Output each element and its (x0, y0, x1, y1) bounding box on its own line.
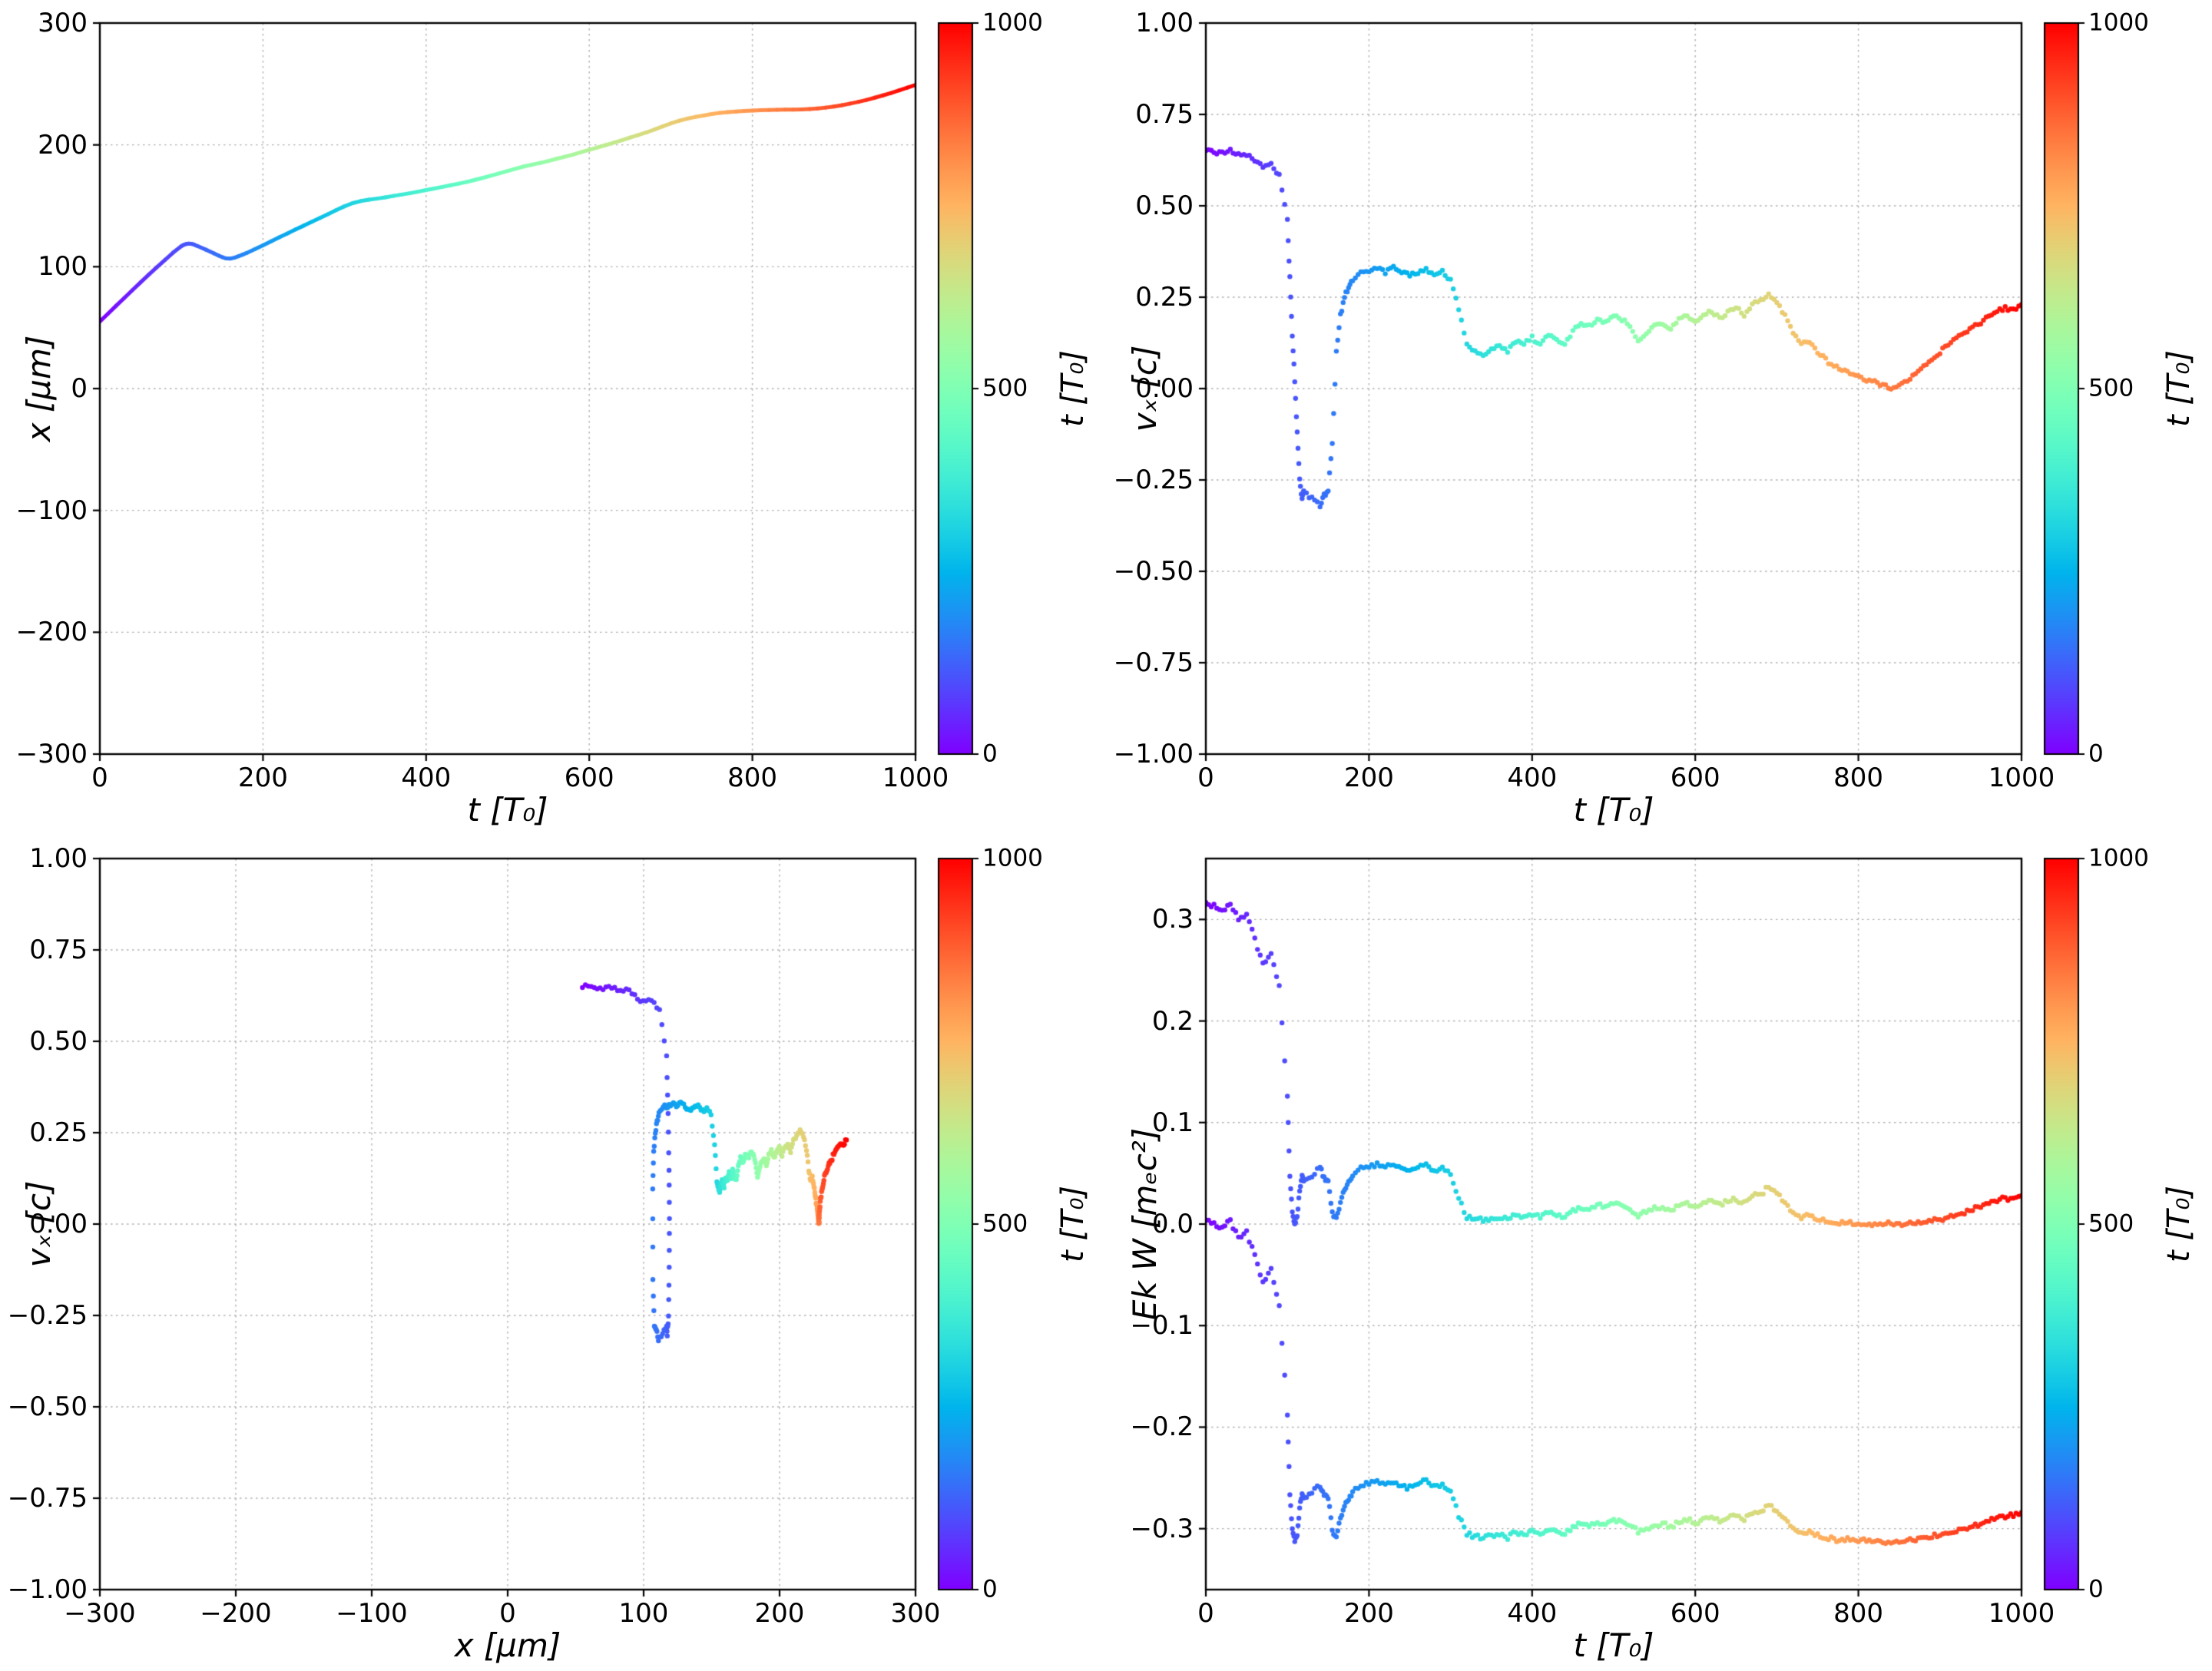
y-tick-label: −0.2 (1130, 1411, 1194, 1443)
y-tick-label: 0.25 (1135, 282, 1194, 313)
y-tick-label: 0.50 (1135, 190, 1194, 221)
cb-tick-label: 0 (2088, 740, 2104, 768)
cb-tick-label: 500 (982, 1209, 1028, 1238)
cb-tick-label: 0 (982, 1575, 998, 1603)
x-tick-label: 600 (1670, 1598, 1720, 1629)
y-tick-label: −0.75 (7, 1483, 88, 1514)
colorbar-label: t [T₀] (2161, 349, 2197, 428)
colorbar-label: t [T₀] (1055, 1185, 1091, 1263)
y-tick-label: −1.00 (1113, 739, 1194, 769)
y-tick-label: 0.50 (29, 1026, 88, 1057)
x-tick-label: −100 (336, 1598, 408, 1629)
y-tick-label: 0.2 (1151, 1005, 1194, 1037)
y-tick-label: −1.00 (7, 1574, 88, 1605)
y-tick-label: 0.75 (1135, 99, 1194, 130)
x-axis-label: t [T₀] (1573, 791, 1654, 829)
y-tick-label: 0.1 (1151, 1107, 1194, 1138)
x-tick-label: 200 (1343, 1598, 1394, 1629)
x-axis-label: t [T₀] (1573, 1626, 1654, 1664)
cb-tick-label: 500 (2088, 374, 2134, 402)
y-axis-label: x [μm] (20, 335, 58, 442)
x-vs-t-plot-canvas (0, 0, 1106, 836)
y-tick-label: −200 (15, 617, 88, 648)
x-tick-label: 300 (890, 1598, 941, 1629)
y-tick-label: 0.75 (29, 935, 88, 965)
y-tick-label: 100 (38, 251, 88, 283)
y-tick-label: −100 (15, 495, 88, 526)
y-tick-label: 1.00 (1135, 8, 1194, 38)
vx-vs-x-plot-canvas (0, 836, 1106, 1671)
y-tick-label: 0.00 (1135, 373, 1194, 404)
y-tick-label: 300 (38, 8, 88, 38)
x-tick-label: 0 (91, 763, 108, 793)
x-tick-label: 600 (1670, 763, 1720, 793)
x-tick-label: 400 (1507, 1598, 1558, 1629)
colorbar-label: t [T₀] (1055, 349, 1091, 428)
y-tick-label: 200 (38, 129, 88, 160)
y-tick-label: −0.75 (1113, 647, 1194, 678)
cb-tick-label: 1000 (982, 844, 1043, 872)
y-tick-label: −0.50 (1113, 556, 1194, 587)
y-tick-label: 0.0 (1151, 1209, 1194, 1239)
x-tick-label: 800 (727, 763, 778, 793)
x-tick-label: 400 (401, 763, 452, 793)
cb-tick-label: 500 (982, 374, 1028, 402)
x-tick-label: 0 (1197, 763, 1214, 793)
x-tick-label: 0 (499, 1598, 516, 1629)
x-tick-label: 800 (1833, 1598, 1884, 1629)
colorbar-label: t [T₀] (2161, 1185, 2197, 1263)
cb-tick-label: 0 (2088, 1575, 2104, 1603)
subplot-vx-vs-x: vₓ [c] x [μm] t [T₀] −300 −200 −100 0 100 200… (0, 836, 1106, 1671)
y-tick-label: −0.25 (1113, 465, 1194, 495)
cb-tick-label: 1000 (2088, 844, 2149, 872)
y-tick-label: 1.00 (29, 843, 88, 874)
y-tick-label: −0.50 (7, 1391, 88, 1422)
subplot-vx-vs-t: vₓ [c] t [T₀] t [T₀] 0 200 400 600 800 1000 1.… (1106, 0, 2212, 836)
y-tick-label: −300 (15, 739, 88, 769)
x-tick-label: 200 (1343, 763, 1394, 793)
x-axis-label: t [T₀] (467, 791, 548, 829)
cb-tick-label: 0 (982, 740, 998, 768)
x-tick-label: 0 (1197, 1598, 1214, 1629)
subplot-x-vs-t: x [μm] t [T₀] t [T₀] 0 200 400 600 800 1000 30… (0, 0, 1106, 836)
x-tick-label: 1000 (882, 763, 949, 793)
x-tick-label: 200 (237, 763, 288, 793)
y-tick-label: −0.25 (7, 1300, 88, 1331)
subplot-energy-vs-t: Ek W [mₑc²] t [T₀] t [T₀] 0 200 400 600 800 1… (1106, 836, 2212, 1671)
y-tick-label: −0.1 (1130, 1310, 1194, 1342)
x-tick-label: 100 (618, 1598, 669, 1629)
y-tick-label: 0.00 (29, 1209, 88, 1239)
x-tick-label: 400 (1507, 763, 1558, 793)
x-tick-label: 1000 (1988, 1598, 2055, 1629)
cb-tick-label: 500 (2088, 1209, 2134, 1238)
cb-tick-label: 1000 (2088, 8, 2149, 37)
y-tick-label: 0.25 (29, 1117, 88, 1148)
x-tick-label: 800 (1833, 763, 1884, 793)
cb-tick-label: 1000 (982, 8, 1043, 37)
vx-vs-t-plot-canvas (1106, 0, 2212, 836)
energy-vs-t-plot-canvas (1106, 836, 2212, 1671)
x-tick-label: 1000 (1988, 763, 2055, 793)
x-tick-label: 200 (754, 1598, 805, 1629)
x-tick-label: 600 (564, 763, 614, 793)
y-tick-label: −0.3 (1130, 1513, 1194, 1544)
x-axis-label: x [μm] (454, 1626, 561, 1664)
x-tick-label: −300 (64, 1598, 136, 1629)
y-tick-label: 0 (71, 373, 88, 404)
x-tick-label: −200 (200, 1598, 272, 1629)
y-tick-label: 0.3 (1151, 904, 1194, 935)
